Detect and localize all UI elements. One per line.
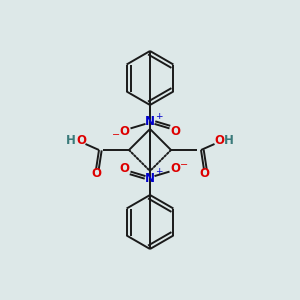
Text: +: +	[155, 112, 162, 121]
Text: O: O	[119, 162, 130, 175]
Text: O: O	[119, 125, 130, 138]
Text: N: N	[145, 172, 155, 185]
Text: N: N	[145, 115, 155, 128]
Text: O: O	[199, 167, 209, 180]
Text: H: H	[224, 134, 234, 148]
Text: O: O	[170, 125, 181, 138]
Text: O: O	[76, 134, 86, 148]
Text: O: O	[214, 134, 224, 148]
Text: −: −	[112, 130, 120, 140]
Text: H: H	[66, 134, 76, 148]
Text: +: +	[155, 167, 162, 176]
Text: −: −	[180, 160, 188, 170]
Text: O: O	[91, 167, 101, 180]
Text: O: O	[170, 162, 181, 175]
